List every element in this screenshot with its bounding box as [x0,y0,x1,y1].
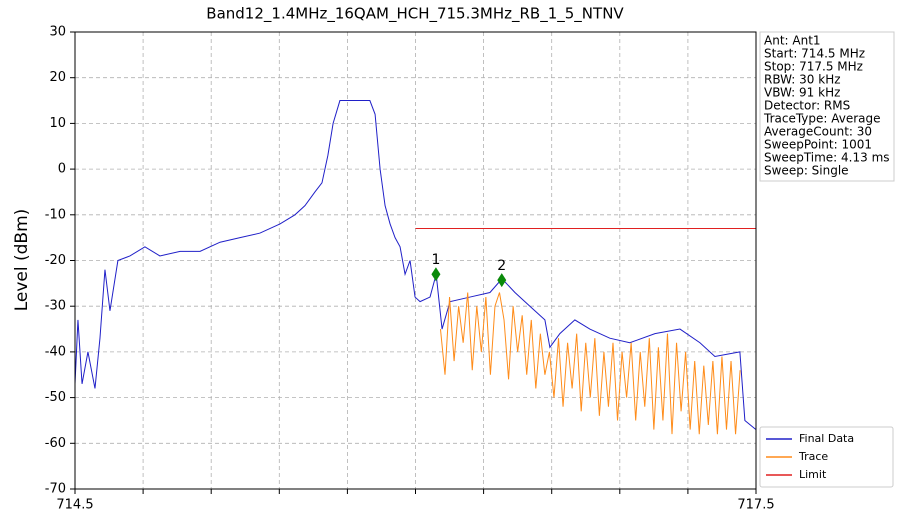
info-line: Start: 714.5 MHz [764,47,865,61]
y-tick-label: -60 [45,436,66,451]
y-tick-label: -40 [45,344,66,359]
y-tick-label: -50 [45,390,66,405]
info-line: Detector: RMS [764,99,850,113]
plot-frame [74,31,757,490]
y-tick-label: -20 [45,253,66,268]
y-tick-label: 30 [49,25,66,40]
legend-box [759,426,894,488]
chart-title: Band12_1.4MHz_16QAM_HCH_715.3MHz_RB_1_5_… [206,5,624,24]
info-line: SweepTime: 4.13 ms [764,151,890,165]
marker [431,267,441,282]
marker-label: 2 [497,258,506,274]
y-tick-label: 10 [49,116,66,131]
marker [497,273,507,288]
info-line: Ant: Ant1 [764,34,821,48]
y-tick-label: -30 [45,299,66,314]
info-line: SweepPoint: 1001 [764,138,872,152]
legend-label: Limit [799,468,827,481]
legend-label: Final Data [799,432,854,445]
y-tick-label: -10 [45,207,66,222]
y-tick-label: -70 [45,482,66,497]
info-box [759,31,895,182]
marker-label: 1 [431,252,440,268]
y-tick-label: 0 [58,162,66,177]
info-line: Sweep: Single [764,164,849,178]
info-line: VBW: 91 kHz [764,86,840,100]
x-tick-label: 717.5 [737,498,774,513]
y-tick-label: 20 [49,70,66,85]
info-line: AverageCount: 30 [764,125,872,139]
info-line: RBW: 30 kHz [764,73,841,87]
info-line: Stop: 717.5 MHz [764,60,863,74]
y-axis-label: Level (dBm) [12,209,32,312]
series-line [439,292,741,435]
info-line: TraceType: Average [763,112,881,126]
series-line [74,100,757,430]
legend-label: Trace [798,450,828,463]
x-tick-label: 714.5 [56,498,93,513]
